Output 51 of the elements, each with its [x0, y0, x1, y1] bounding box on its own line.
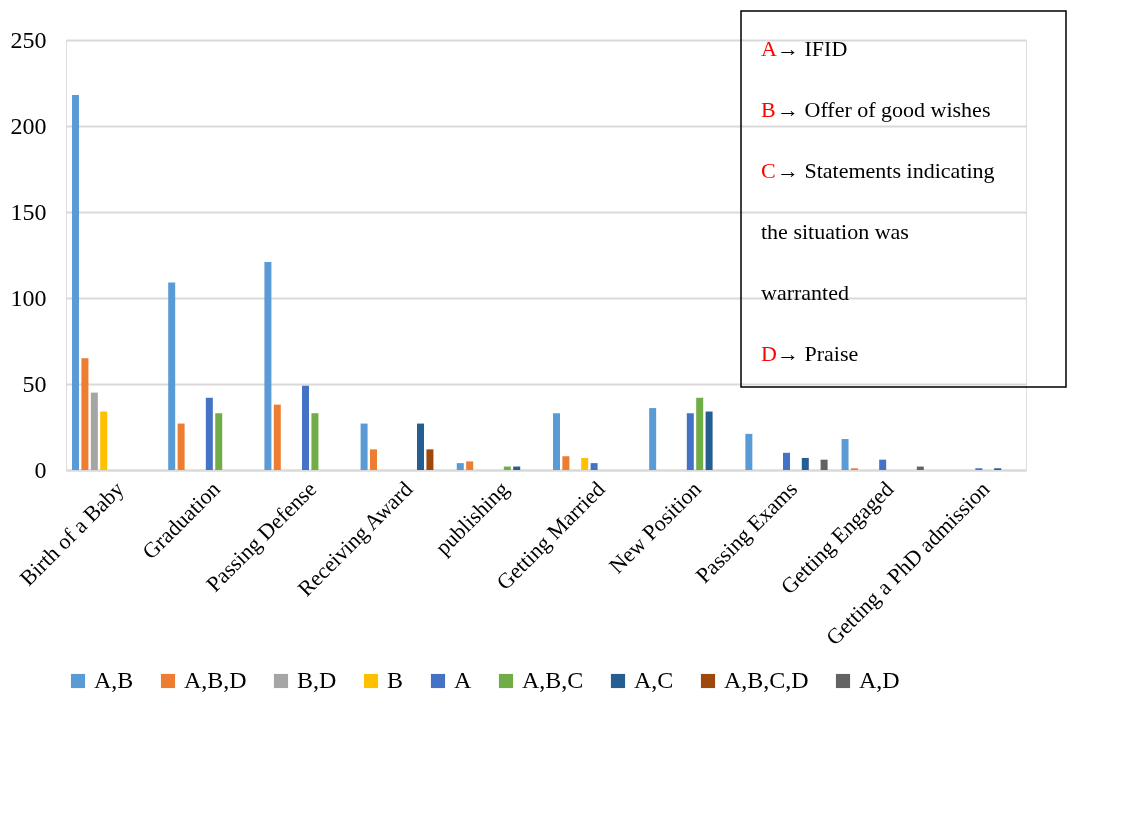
bar — [264, 261, 272, 470]
bar — [649, 408, 657, 470]
bar — [745, 433, 753, 470]
bar — [417, 423, 425, 470]
y-tick-label: 150 — [10, 198, 47, 225]
y-tick-label: 200 — [10, 112, 47, 139]
bar — [168, 282, 176, 470]
bar — [72, 95, 80, 470]
legend-label: A,B,C — [522, 667, 584, 693]
bar — [562, 456, 570, 470]
bar — [311, 413, 319, 470]
y-tick-label: 100 — [10, 284, 47, 311]
text: C→ Statements indicating the situation was warranted — [761, 158, 995, 305]
legend-label: B — [387, 667, 404, 693]
y-tick-label: 50 — [22, 370, 47, 397]
y-tick-label: 0 — [34, 456, 47, 483]
legend-label: A,C — [634, 667, 674, 693]
annotation: D→ Praise — [761, 341, 859, 366]
bar — [302, 385, 310, 470]
bar — [841, 439, 849, 470]
legend-label: A,D — [859, 667, 900, 693]
bar — [801, 457, 809, 470]
legend-label: B,D — [297, 667, 337, 693]
bar — [456, 463, 464, 470]
bar — [705, 411, 713, 470]
bar — [426, 449, 434, 470]
legend-label: A,B,D — [184, 667, 247, 693]
bar — [590, 463, 598, 470]
bar — [466, 461, 474, 470]
bar — [360, 423, 368, 470]
bar — [215, 413, 223, 470]
bar — [100, 411, 108, 470]
y-tick-label: 250 — [10, 26, 47, 53]
bar — [81, 358, 89, 470]
bar — [552, 413, 560, 470]
annotation: B→ Offer of good wishes — [761, 97, 991, 122]
bar — [581, 457, 589, 470]
bar — [90, 392, 98, 470]
legend-label: A,B,C,D — [724, 667, 809, 693]
bar — [369, 449, 377, 470]
bar — [820, 459, 828, 470]
bar — [686, 413, 694, 470]
bar — [879, 459, 887, 470]
bar — [205, 397, 213, 470]
legend-label: A,B — [94, 667, 134, 693]
annotation: A→ IFID — [761, 36, 848, 61]
legend-label: A — [454, 667, 472, 693]
bar — [696, 397, 704, 470]
bar — [273, 404, 281, 470]
bar — [782, 452, 790, 470]
bar — [177, 423, 185, 470]
